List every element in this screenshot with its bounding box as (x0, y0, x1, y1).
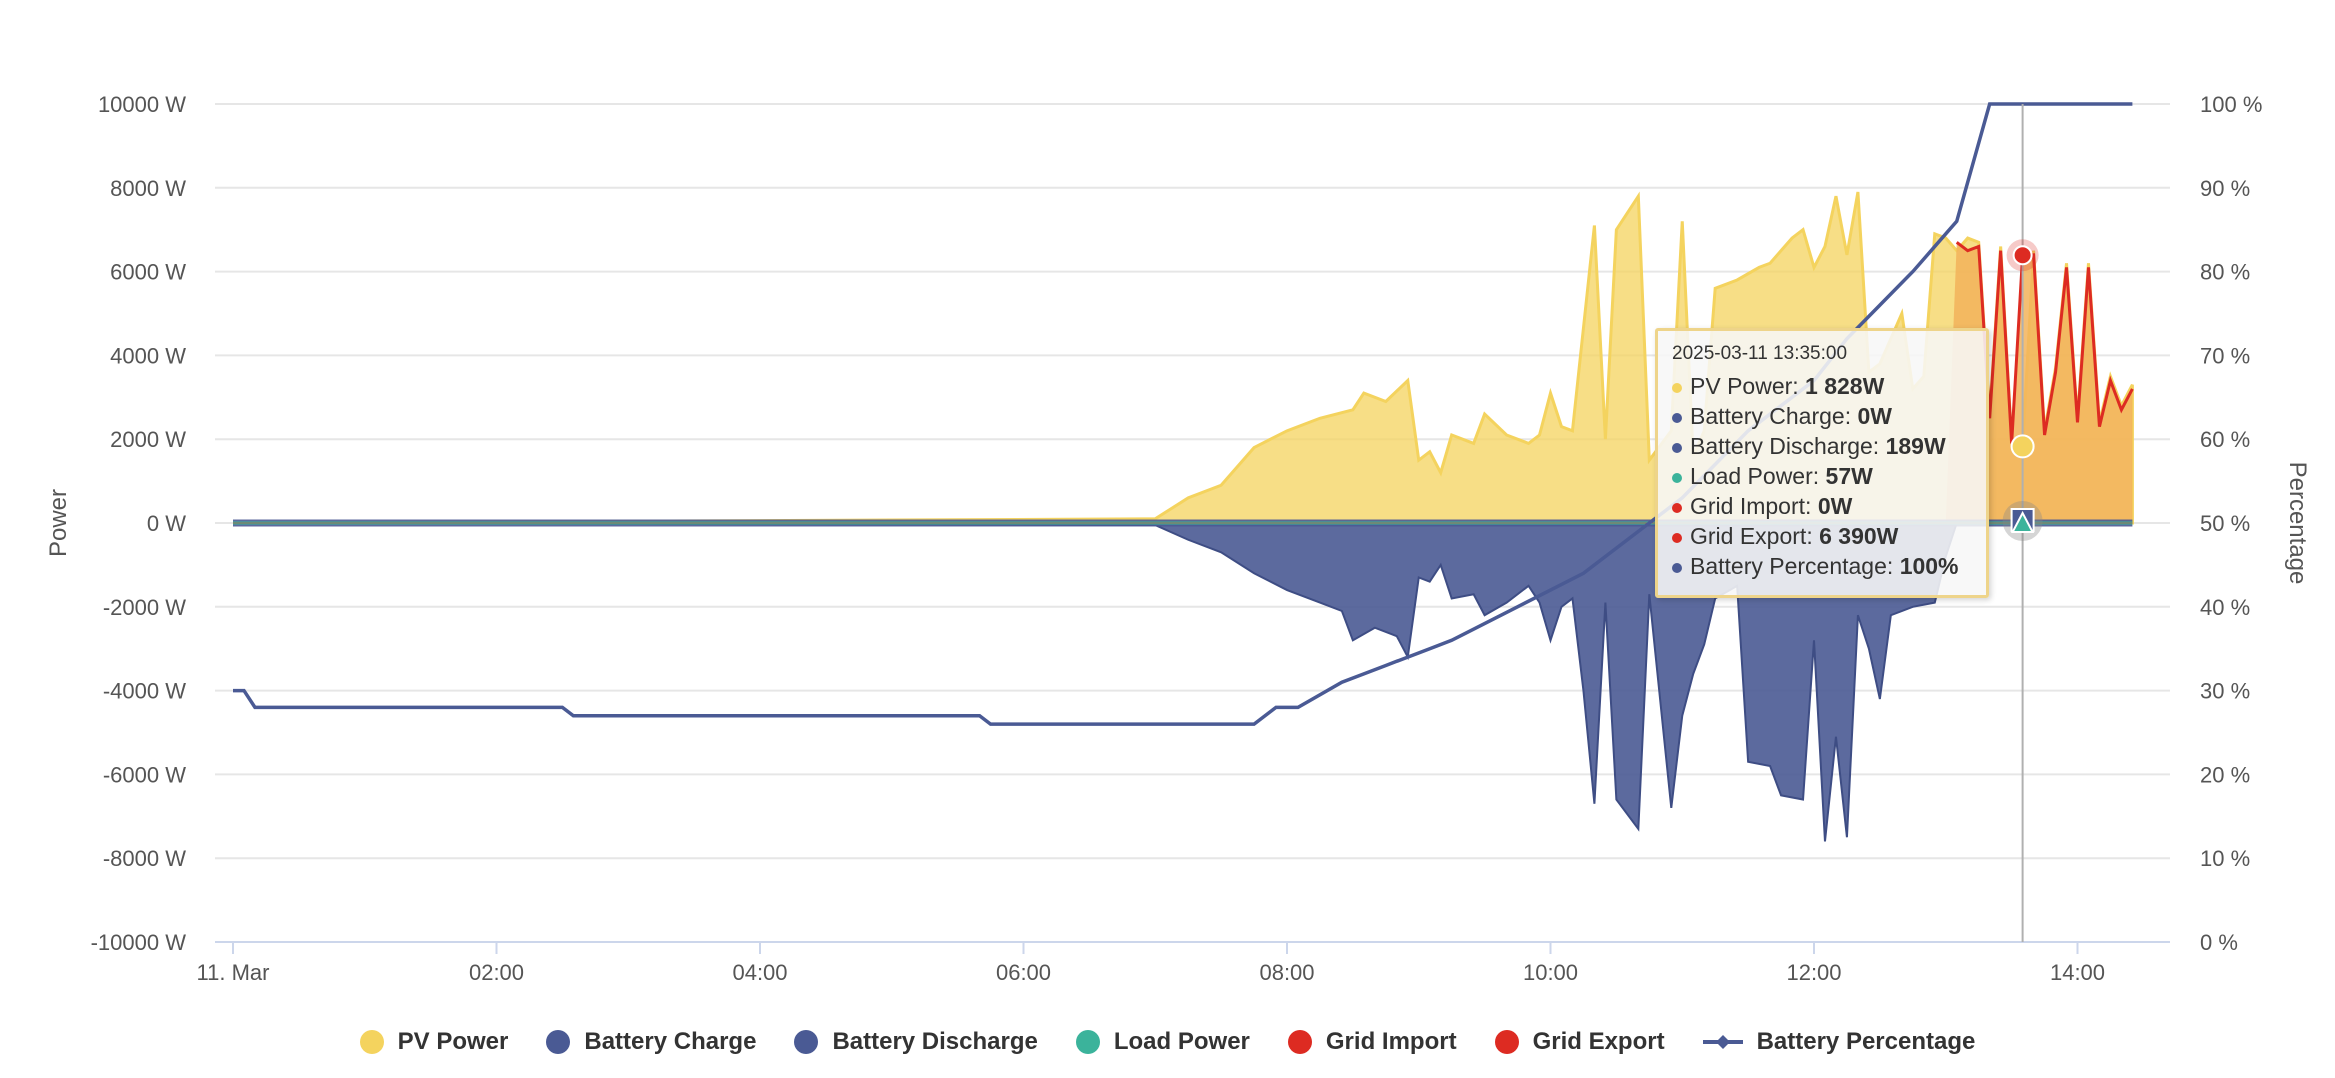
tooltip-row-value: 1 828W (1805, 373, 1885, 399)
x-tick-label: 10:00 (1523, 960, 1578, 985)
legend-label: Battery Percentage (1756, 1028, 1976, 1055)
tooltip-series-dot-icon (1672, 382, 1682, 393)
tooltip-timestamp: 2025-03-11 13:35:00 (1672, 343, 1848, 364)
y-left-axis-title: Power (45, 489, 72, 557)
y-left-tick-label: 6000 W (110, 260, 186, 285)
axes: 10000 W 8000 W 6000 W 4000 W 2000 W 0 W -2000 … (45, 92, 2311, 985)
y-left-tick-label: -2000 W (103, 595, 186, 620)
y-left-tick-label: 10000 W (98, 92, 186, 117)
hover-point-pv-power (2010, 434, 2035, 459)
legend-label: Grid Import (1325, 1028, 1457, 1055)
legend-item[interactable]: Grid Import (1287, 1028, 1457, 1056)
legend-item[interactable]: PV Power (359, 1028, 509, 1056)
y-right-tick-label: 10 % (2200, 846, 2250, 871)
legend-dot-icon (1494, 1030, 1519, 1054)
legend-dot-icon (546, 1030, 571, 1054)
tooltip-row-label: Load Power: (1690, 463, 1826, 489)
legend-label: PV Power (397, 1028, 509, 1055)
x-tick-label: 14:00 (2050, 960, 2105, 985)
y-left-tick-label: 4000 W (110, 343, 186, 368)
legend-label: Battery Discharge (832, 1028, 1038, 1055)
x-tick-label: 12:00 (1786, 960, 1841, 985)
hover-point-load-power (2010, 510, 2035, 533)
y-right-axis-title: Percentage (2284, 462, 2311, 585)
tooltip-row-label: Battery Percentage: (1690, 553, 1900, 579)
y-right-tick-label: 80 % (2200, 260, 2250, 285)
tooltip-row-value: 57W (1825, 463, 1873, 489)
y-right-tick-label: 40 % (2200, 595, 2250, 620)
y-right-tick-label: 30 % (2200, 679, 2250, 704)
legend-dot-icon (794, 1030, 819, 1054)
tooltip-row: Battery Percentage: 100% (1672, 551, 1972, 581)
tooltip-row-label: Battery Charge: (1690, 403, 1858, 429)
legend-item[interactable]: Battery Charge (546, 1028, 756, 1056)
x-tick-label: 11. Mar (197, 960, 270, 985)
legend-item[interactable]: Grid Export (1494, 1028, 1665, 1056)
tooltip-row: Battery Charge: 0W (1672, 401, 1972, 431)
tooltip-row: Battery Discharge: 189W (1672, 431, 1972, 461)
legend-label: Grid Export (1532, 1028, 1665, 1055)
y-right-tick-label: 50 % (2200, 511, 2250, 536)
legend-item[interactable]: Battery Percentage (1702, 1028, 1976, 1056)
tooltip-row: Grid Export: 6 390W (1672, 521, 1972, 551)
y-right-tick-label: 70 % (2200, 343, 2250, 368)
x-tick-label: 02:00 (469, 960, 524, 985)
y-right-tick-label: 20 % (2200, 762, 2250, 787)
tooltip-row: Grid Import: 0W (1672, 491, 1972, 521)
legend-dot-icon (1287, 1030, 1312, 1054)
tooltip-row-value: 0W (1857, 403, 1892, 429)
tooltip-series-dot-icon (1672, 412, 1682, 423)
tooltip-series-dot-icon (1672, 472, 1682, 483)
y-left-tick-label: 8000 W (110, 176, 186, 201)
tooltip-row-value: 6 390W (1819, 523, 1899, 549)
y-left-tick-label: -4000 W (103, 679, 186, 704)
chart-legend: PV Power Battery Charge Battery Discharge L… (0, 1022, 2335, 1062)
chart-tooltip: 2025-03-11 13:35:00 PV Power: 1 828W Batt… (1655, 328, 1989, 598)
legend-item[interactable]: Load Power (1075, 1028, 1250, 1056)
tooltip-series-dot-icon (1672, 532, 1682, 543)
tooltip-row-label: Battery Discharge: (1690, 433, 1886, 459)
series-battery-discharge (232, 522, 2133, 842)
tooltip-row-label: PV Power: (1690, 373, 1806, 399)
y-right-tick-label: 100 % (2200, 92, 2262, 117)
tooltip-series-dot-icon (1672, 442, 1682, 453)
hover-markers (2002, 104, 2043, 942)
y-right-tick-label: 0 % (2200, 930, 2238, 955)
y-left-tick-label: -6000 W (103, 762, 186, 787)
legend-dot-icon (1075, 1030, 1100, 1054)
legend-line-diamond-icon (1702, 1035, 1743, 1049)
tooltip-row-value: 0W (1817, 493, 1853, 519)
tooltip-row-value: 189W (1885, 433, 1946, 459)
legend-dot-icon (359, 1030, 384, 1054)
legend-label: Battery Charge (584, 1028, 757, 1055)
tooltip-row-label: Grid Export: (1690, 523, 1820, 549)
hover-point-grid-export (2012, 245, 2033, 266)
legend-item[interactable]: Battery Discharge (794, 1028, 1038, 1056)
x-tick-label: 08:00 (1259, 960, 1314, 985)
series-battery-percentage (233, 102, 2133, 726)
tooltip-row-value: 100% (1899, 553, 1959, 579)
tooltip-series-dot-icon (1672, 562, 1682, 573)
tooltip-row: PV Power: 1 828W (1672, 371, 1972, 401)
y-left-tick-label: 2000 W (110, 427, 186, 452)
tooltip-row-label: Grid Import: (1690, 493, 1818, 519)
x-tick-label: 04:00 (732, 960, 787, 985)
y-left-tick-label: 0 W (147, 511, 186, 536)
legend-label: Load Power (1113, 1028, 1250, 1055)
tooltip-row: Load Power: 57W (1672, 461, 1972, 491)
y-left-tick-label: -8000 W (103, 846, 186, 871)
x-tick-label: 06:00 (996, 960, 1051, 985)
y-right-tick-label: 90 % (2200, 176, 2250, 201)
y-left-tick-label: -10000 W (91, 930, 187, 955)
tooltip-series-dot-icon (1672, 502, 1682, 513)
y-right-tick-label: 60 % (2200, 427, 2250, 452)
